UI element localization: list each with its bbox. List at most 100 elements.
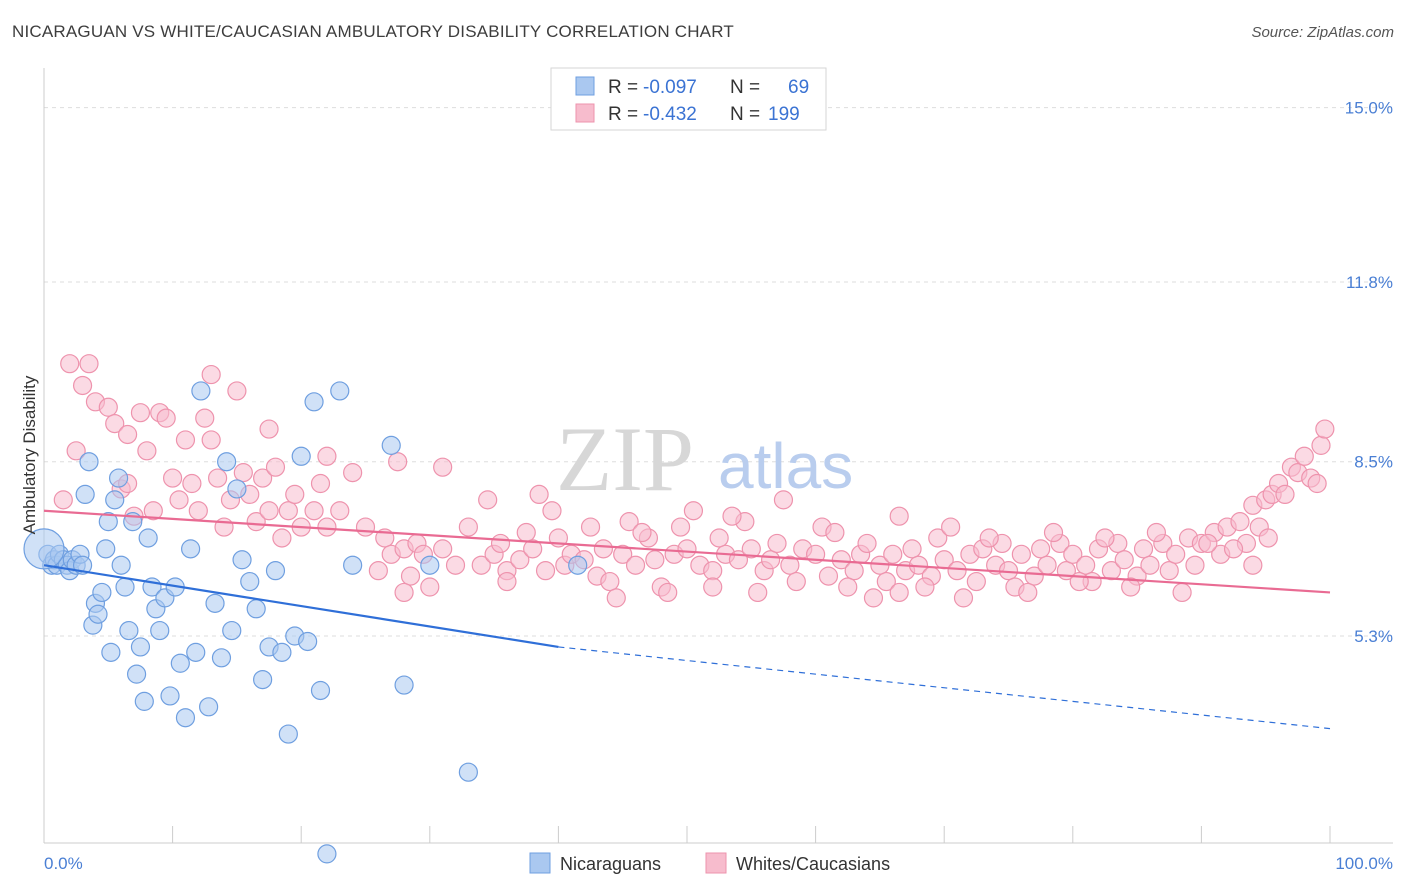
nicaraguans-point-66 <box>420 555 440 575</box>
whites-point-21 <box>201 430 221 450</box>
axes <box>43 68 1393 844</box>
whites-point-153 <box>66 441 86 461</box>
legend-swatch-pink <box>575 103 595 123</box>
whites-point-31 <box>265 457 286 477</box>
whites-point-49 <box>420 577 440 597</box>
trend-lines <box>43 509 1331 730</box>
legend-n-label-2: N = <box>730 104 760 125</box>
whites-point-30 <box>259 501 279 521</box>
whites-point-165 <box>722 506 742 526</box>
whites-point-157 <box>317 446 337 466</box>
legend-n-label-1: N = <box>730 77 760 98</box>
nicaraguans-point-58 <box>298 631 318 652</box>
whites-point-15 <box>163 468 183 488</box>
nicaraguans-point-57 <box>291 446 311 466</box>
whites-point-145 <box>1275 484 1295 505</box>
whites-point-167 <box>825 522 845 543</box>
whites-point-163 <box>632 522 652 543</box>
whites-point-175 <box>1223 539 1244 559</box>
nicaraguans-point-21 <box>105 490 125 510</box>
watermark: ZIP atlas <box>556 408 853 510</box>
nicaraguans-point-38 <box>175 708 196 728</box>
y-tick-label-0: 5.3% <box>1354 627 1393 646</box>
whites-point-160 <box>478 490 498 510</box>
legend-n-value-1: 69 <box>788 77 809 98</box>
whites-point-16 <box>169 490 189 510</box>
whites-point-114 <box>1024 566 1044 586</box>
nicaraguans-point-43 <box>205 593 225 613</box>
whites-point-151 <box>1311 435 1331 455</box>
whites-point-26 <box>233 463 253 483</box>
whites-point-131 <box>1166 544 1186 564</box>
whites-point-69 <box>613 544 633 564</box>
whites-point-164 <box>683 501 704 521</box>
whites-point-76 <box>670 517 691 537</box>
whites-point-193 <box>1172 582 1192 603</box>
nicaraguans-point-41 <box>191 381 211 401</box>
whites-point-113 <box>1011 544 1031 564</box>
whites-point-173 <box>1146 522 1166 543</box>
whites-point-59 <box>523 539 543 559</box>
legend: R = -0.097 N = 69 R = -0.432 N = 199 <box>550 67 827 131</box>
source-label: Source: ZipAtlas.com <box>1251 24 1394 41</box>
whites-point-152 <box>1315 419 1335 439</box>
legend-r-value-2: -0.432 <box>643 104 697 125</box>
nicaraguans-point-51 <box>253 669 273 690</box>
whites-point-6 <box>105 413 125 434</box>
y-tick-label-3: 15.0% <box>1345 99 1393 118</box>
legend-n-value-2: 199 <box>768 104 800 125</box>
whites-point-25 <box>227 381 247 401</box>
whites-point-108 <box>966 571 986 592</box>
whites-point-194 <box>1243 555 1263 575</box>
whites-point-120 <box>1076 555 1096 575</box>
watermark-atlas: atlas <box>718 430 853 502</box>
whites-point-181 <box>703 577 723 597</box>
nicaraguans-point-23 <box>111 555 131 575</box>
nicaraguans-point-67 <box>458 762 478 782</box>
whites-point-176 <box>1258 528 1278 548</box>
whites-point-184 <box>838 577 858 597</box>
whites-point-186 <box>889 582 909 603</box>
whites-point-55 <box>490 533 511 554</box>
whites-point-101 <box>902 539 922 559</box>
whites-point-178 <box>497 571 517 592</box>
whites-point-70 <box>619 512 639 532</box>
whites-point-119 <box>1063 544 1083 564</box>
whites-point-0 <box>53 490 73 510</box>
whites-point-192 <box>1121 577 1141 597</box>
chart-title: NICARAGUAN VS WHITE/CAUCASIAN AMBULATORY… <box>12 22 734 41</box>
nicaraguans-point-46 <box>222 620 242 641</box>
whites-point-80 <box>709 528 729 548</box>
whites-point-171 <box>1043 522 1064 543</box>
whites-point-148 <box>1294 446 1314 466</box>
nicaraguans-point-54 <box>272 642 292 662</box>
bottom-legend-swatch-whites <box>705 852 727 874</box>
whites-point-17 <box>175 430 196 450</box>
nicaraguans-point-45 <box>217 452 237 472</box>
whites-point-180 <box>658 582 678 603</box>
nicaraguans-point-35 <box>160 686 180 706</box>
nicaraguans-point-13 <box>79 452 99 472</box>
y-tick-label-2: 11.8% <box>1346 273 1393 292</box>
whites-point-36 <box>304 501 324 521</box>
nicaraguans-point-59 <box>304 392 324 412</box>
whites-point-154 <box>117 424 138 445</box>
nicaraguans-point-37 <box>170 653 190 673</box>
whites-point-5 <box>98 397 118 417</box>
whites-point-46 <box>400 566 421 586</box>
whites-point-3 <box>79 354 99 374</box>
whites-point-182 <box>748 582 768 603</box>
legend-r-label-1: R = <box>608 77 638 98</box>
whites-point-127 <box>1133 539 1154 559</box>
whites-point-128 <box>1140 555 1160 575</box>
legend-r-label-2: R = <box>608 104 638 125</box>
nicaraguans-point-18 <box>96 539 116 559</box>
whites-point-60 <box>535 561 556 581</box>
whites-point-79 <box>703 561 723 581</box>
whites-point-169 <box>941 517 961 537</box>
whites-point-84 <box>741 539 761 559</box>
whites-point-150 <box>1307 473 1327 494</box>
whites-point-2 <box>72 375 93 396</box>
y-axis-label: Ambulatory Disability <box>20 375 39 534</box>
